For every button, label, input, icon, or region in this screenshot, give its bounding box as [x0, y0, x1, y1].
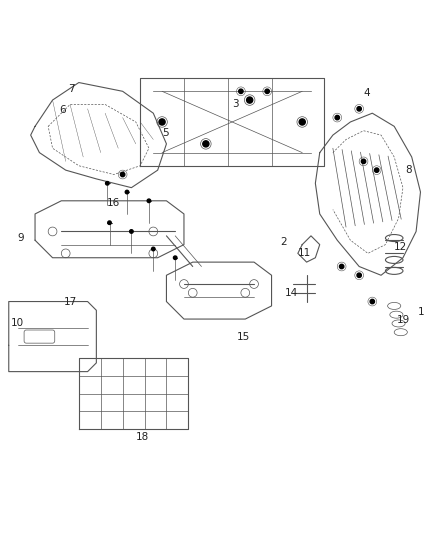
Text: 3: 3	[232, 100, 239, 109]
Text: 9: 9	[18, 233, 24, 243]
Circle shape	[374, 168, 379, 172]
Circle shape	[335, 115, 339, 120]
Circle shape	[339, 264, 344, 269]
Circle shape	[120, 172, 125, 177]
Circle shape	[265, 89, 269, 93]
Text: 17: 17	[64, 296, 77, 306]
Text: 15: 15	[237, 332, 250, 342]
Circle shape	[147, 199, 151, 203]
Circle shape	[357, 107, 361, 111]
Circle shape	[357, 273, 361, 278]
Text: 12: 12	[394, 242, 407, 252]
Text: 19: 19	[396, 315, 410, 325]
Text: 7: 7	[68, 84, 74, 94]
Text: 1: 1	[418, 308, 425, 318]
Text: 18: 18	[136, 432, 149, 442]
Circle shape	[108, 221, 111, 224]
Text: 11: 11	[298, 248, 311, 259]
Circle shape	[361, 159, 366, 164]
Circle shape	[130, 230, 133, 233]
Text: 10: 10	[11, 318, 24, 328]
Text: 16: 16	[107, 198, 120, 208]
Text: 2: 2	[280, 237, 287, 247]
Text: 5: 5	[162, 128, 169, 138]
Text: 14: 14	[285, 288, 298, 298]
Text: 6: 6	[59, 104, 66, 115]
Text: 8: 8	[405, 165, 412, 175]
Text: 4: 4	[364, 88, 370, 99]
Circle shape	[159, 119, 165, 125]
Circle shape	[203, 141, 209, 147]
Circle shape	[125, 190, 129, 194]
Circle shape	[247, 97, 253, 103]
Circle shape	[299, 119, 305, 125]
Circle shape	[239, 89, 243, 93]
Circle shape	[370, 300, 374, 304]
Circle shape	[152, 247, 155, 251]
Circle shape	[106, 182, 109, 185]
Circle shape	[173, 256, 177, 260]
